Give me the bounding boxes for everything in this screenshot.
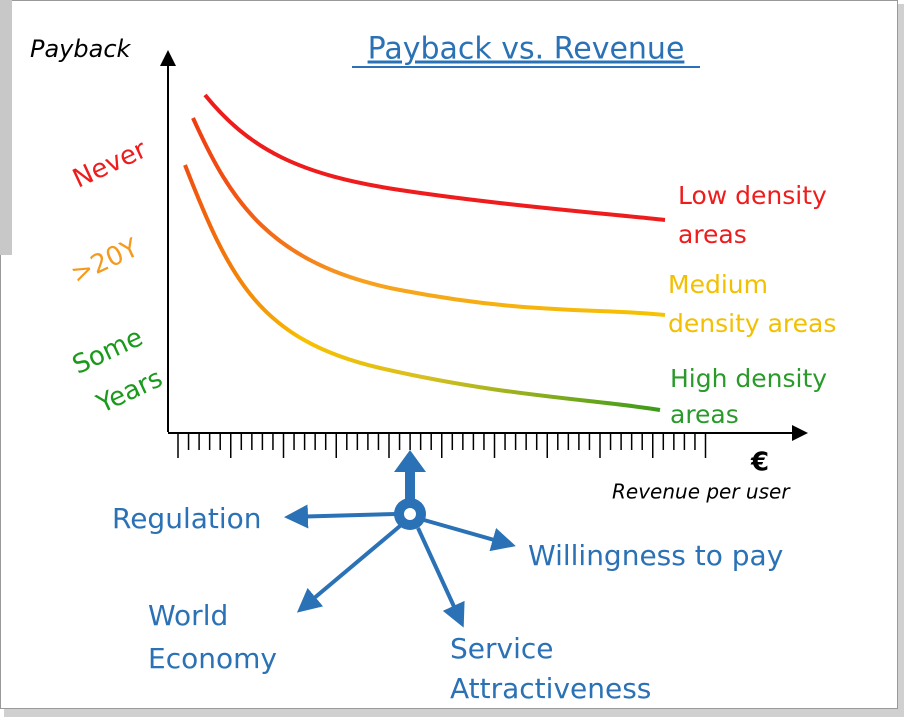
unit: € — [750, 448, 769, 478]
driver: Service — [450, 632, 553, 665]
curve-label: density areas — [668, 309, 836, 338]
driver-arrow — [296, 524, 402, 613]
curve-high — [183, 164, 661, 412]
curve-medium — [191, 117, 666, 317]
title: Payback vs. Revenue — [368, 32, 685, 67]
curve-label: areas — [670, 400, 739, 429]
frame — [0, 0, 898, 709]
x-ticks — [177, 434, 707, 458]
x-axis-label: Revenue per user — [612, 480, 791, 504]
driver-arrow — [423, 518, 516, 552]
driver-arrow — [284, 504, 397, 529]
curve-label: Medium — [668, 270, 768, 299]
y-axis-label: Payback — [30, 35, 132, 63]
up-arrow-head — [394, 450, 426, 472]
driver: Economy — [148, 642, 277, 675]
driver: Attractiveness — [450, 672, 651, 705]
window-edge — [0, 0, 12, 255]
driver: Willingness to pay — [528, 539, 783, 572]
driver-arrow — [416, 527, 465, 628]
shadow — [898, 4, 904, 717]
shadow — [4, 709, 902, 717]
driver: Regulation — [112, 502, 262, 535]
hub-center — [404, 508, 416, 520]
curve-label: areas — [678, 220, 747, 249]
curve-low — [203, 93, 666, 222]
driver: World — [148, 599, 228, 632]
curve-label: High density — [670, 364, 827, 393]
curve-label: Low density — [678, 181, 827, 210]
